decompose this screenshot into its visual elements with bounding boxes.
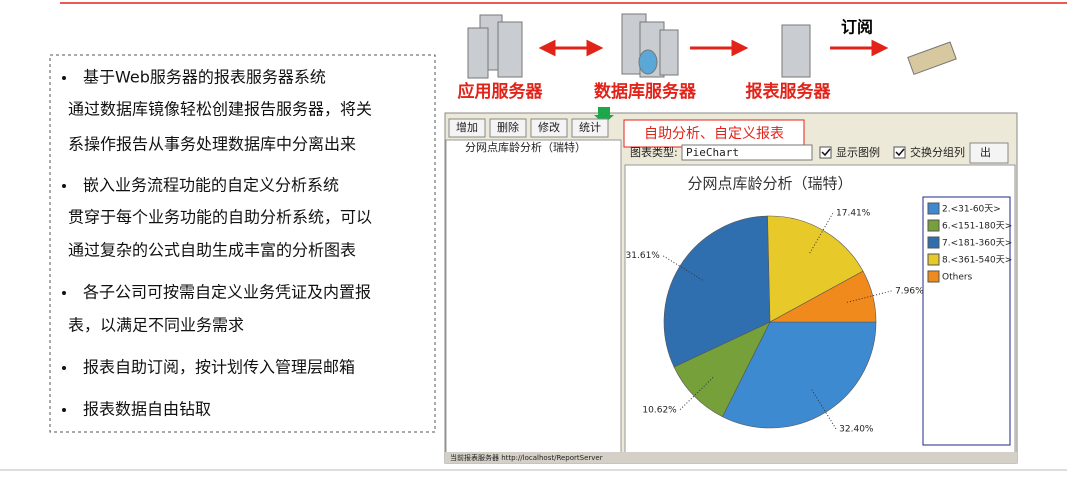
bullet-box (49, 54, 436, 433)
bullet-text: 通过数据库镜像轻松创建报告服务器，将关 (68, 100, 372, 119)
bullet-dot (62, 76, 66, 80)
check-mark (821, 148, 831, 157)
legend-label: Others (942, 273, 973, 283)
chart-type-label: 图表类型: (630, 145, 678, 159)
swap-group: 交换分组列 (910, 145, 965, 159)
chart-title: 分网点库龄分析（瑞特） (687, 175, 852, 193)
subscribe-label: 订阅 (841, 18, 873, 37)
toolbar-button[interactable] (489, 118, 527, 138)
legend-swatch (927, 236, 940, 249)
node-label: 报表服务器 (746, 81, 832, 102)
node-label: 应用服务器 (458, 81, 544, 102)
button-label: 删除 (497, 120, 519, 134)
pie-slice (663, 215, 771, 368)
toolbar-button[interactable] (530, 118, 568, 138)
status-bar (445, 452, 1017, 463)
legend-swatch (927, 219, 940, 232)
bullet-text: 贯穿于每个业务功能的自助分析系统，可以 (68, 208, 372, 227)
legend-swatch (927, 270, 940, 283)
pie-slice (767, 215, 864, 323)
bullet-text: 报表数据自由钻取 (83, 400, 211, 419)
legend-box (922, 196, 1011, 446)
node-label: 数据库服务器 (594, 81, 697, 102)
toolbar-button[interactable] (571, 118, 609, 138)
bullet-dot (62, 366, 66, 370)
chart-type-select[interactable] (681, 144, 813, 161)
export-label: 出 (980, 145, 991, 159)
button-label: 增加 (456, 120, 478, 134)
tree-panel (445, 139, 622, 455)
legend-swatch (927, 202, 940, 215)
button-label: 统计 (579, 121, 601, 134)
bullet-text: 通过复杂的公式自助生成丰富的分析图表 (68, 241, 356, 260)
legend-label: 7.<181-360天> (942, 239, 1012, 249)
bullet-dot (62, 408, 66, 412)
bullet-text: 嵌入业务流程功能的自定义分析系统 (83, 176, 339, 195)
bullet-text: 各子公司可按需自定义业务凭证及内置报 (83, 283, 371, 302)
flow-arrows (538, 39, 889, 57)
pie-slice (769, 270, 877, 323)
tree-item[interactable]: 分网点库龄分析（瑞特） (465, 140, 586, 154)
bullet-dot (62, 184, 66, 188)
bullet-text: 系操作报告从事务处理数据库中分离出来 (68, 135, 356, 154)
data-label: 10.62% (642, 405, 677, 415)
pie-slice (673, 321, 771, 418)
callout-text: 自助分析、自定义报表 (644, 126, 784, 142)
bullet-text: 报表自助订阅，按计划传入管理层邮箱 (83, 358, 355, 377)
legend-label: 6.<151-180天> (942, 222, 1012, 232)
checkbox[interactable] (893, 146, 906, 159)
server-icons (467, 13, 957, 79)
show-legend: 显示图例 (836, 145, 880, 159)
legend-label: 8.<361-540天> (942, 256, 1012, 266)
button-label: 修改 (538, 120, 560, 134)
callout (623, 119, 805, 148)
data-label: 31.61% (626, 251, 661, 261)
checkbox[interactable] (819, 146, 832, 159)
legend-swatch (927, 253, 940, 266)
legend-label: 2.<31-60天> (942, 205, 1001, 215)
pie-slice (722, 321, 877, 429)
bullet-dot (62, 291, 66, 295)
data-label: 17.41% (836, 208, 871, 218)
data-label: 32.40% (839, 425, 874, 435)
chart-type-value: PieChart (686, 146, 739, 159)
data-label: 7.96% (895, 286, 924, 296)
check-mark (895, 148, 905, 157)
bullet-text: 基于Web服务器的报表服务器系统 (83, 68, 326, 87)
bullet-text: 表，以满足不同业务需求 (68, 316, 244, 335)
green-arrow (594, 107, 614, 124)
toolbar-button[interactable] (448, 118, 486, 138)
status-text: 当前报表服务器 http://localhost/ReportServer (450, 453, 603, 462)
export-button[interactable] (969, 142, 1009, 164)
